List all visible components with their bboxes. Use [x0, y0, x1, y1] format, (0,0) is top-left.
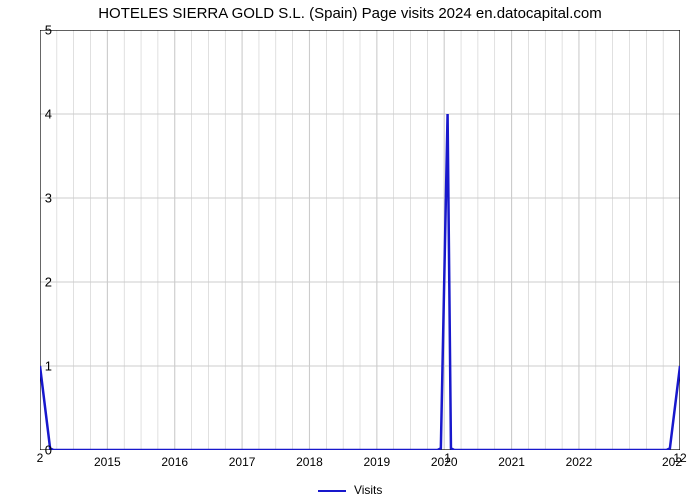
x-tick-label: 2018 [296, 455, 323, 469]
legend-line [318, 490, 346, 493]
x-tick-label: 2017 [229, 455, 256, 469]
x-tick-label: 2021 [498, 455, 525, 469]
data-point-label: 12 [673, 451, 686, 465]
legend-label: Visits [354, 483, 382, 497]
x-tick-label: 2019 [363, 455, 390, 469]
y-tick-label: 1 [45, 359, 52, 374]
y-tick-label: 5 [45, 23, 52, 38]
chart-svg [40, 30, 680, 450]
data-point-label: 1 [444, 451, 451, 465]
legend: Visits [0, 483, 700, 497]
chart-title: HOTELES SIERRA GOLD S.L. (Spain) Page vi… [0, 5, 700, 22]
x-tick-label: 2015 [94, 455, 121, 469]
y-tick-label: 4 [45, 107, 52, 122]
data-point-label: 2 [37, 451, 44, 465]
y-tick-label: 0 [45, 443, 52, 458]
y-tick-label: 2 [45, 275, 52, 290]
y-tick-label: 3 [45, 191, 52, 206]
chart-container [40, 30, 680, 450]
x-tick-label: 2022 [566, 455, 593, 469]
x-tick-label: 2016 [161, 455, 188, 469]
